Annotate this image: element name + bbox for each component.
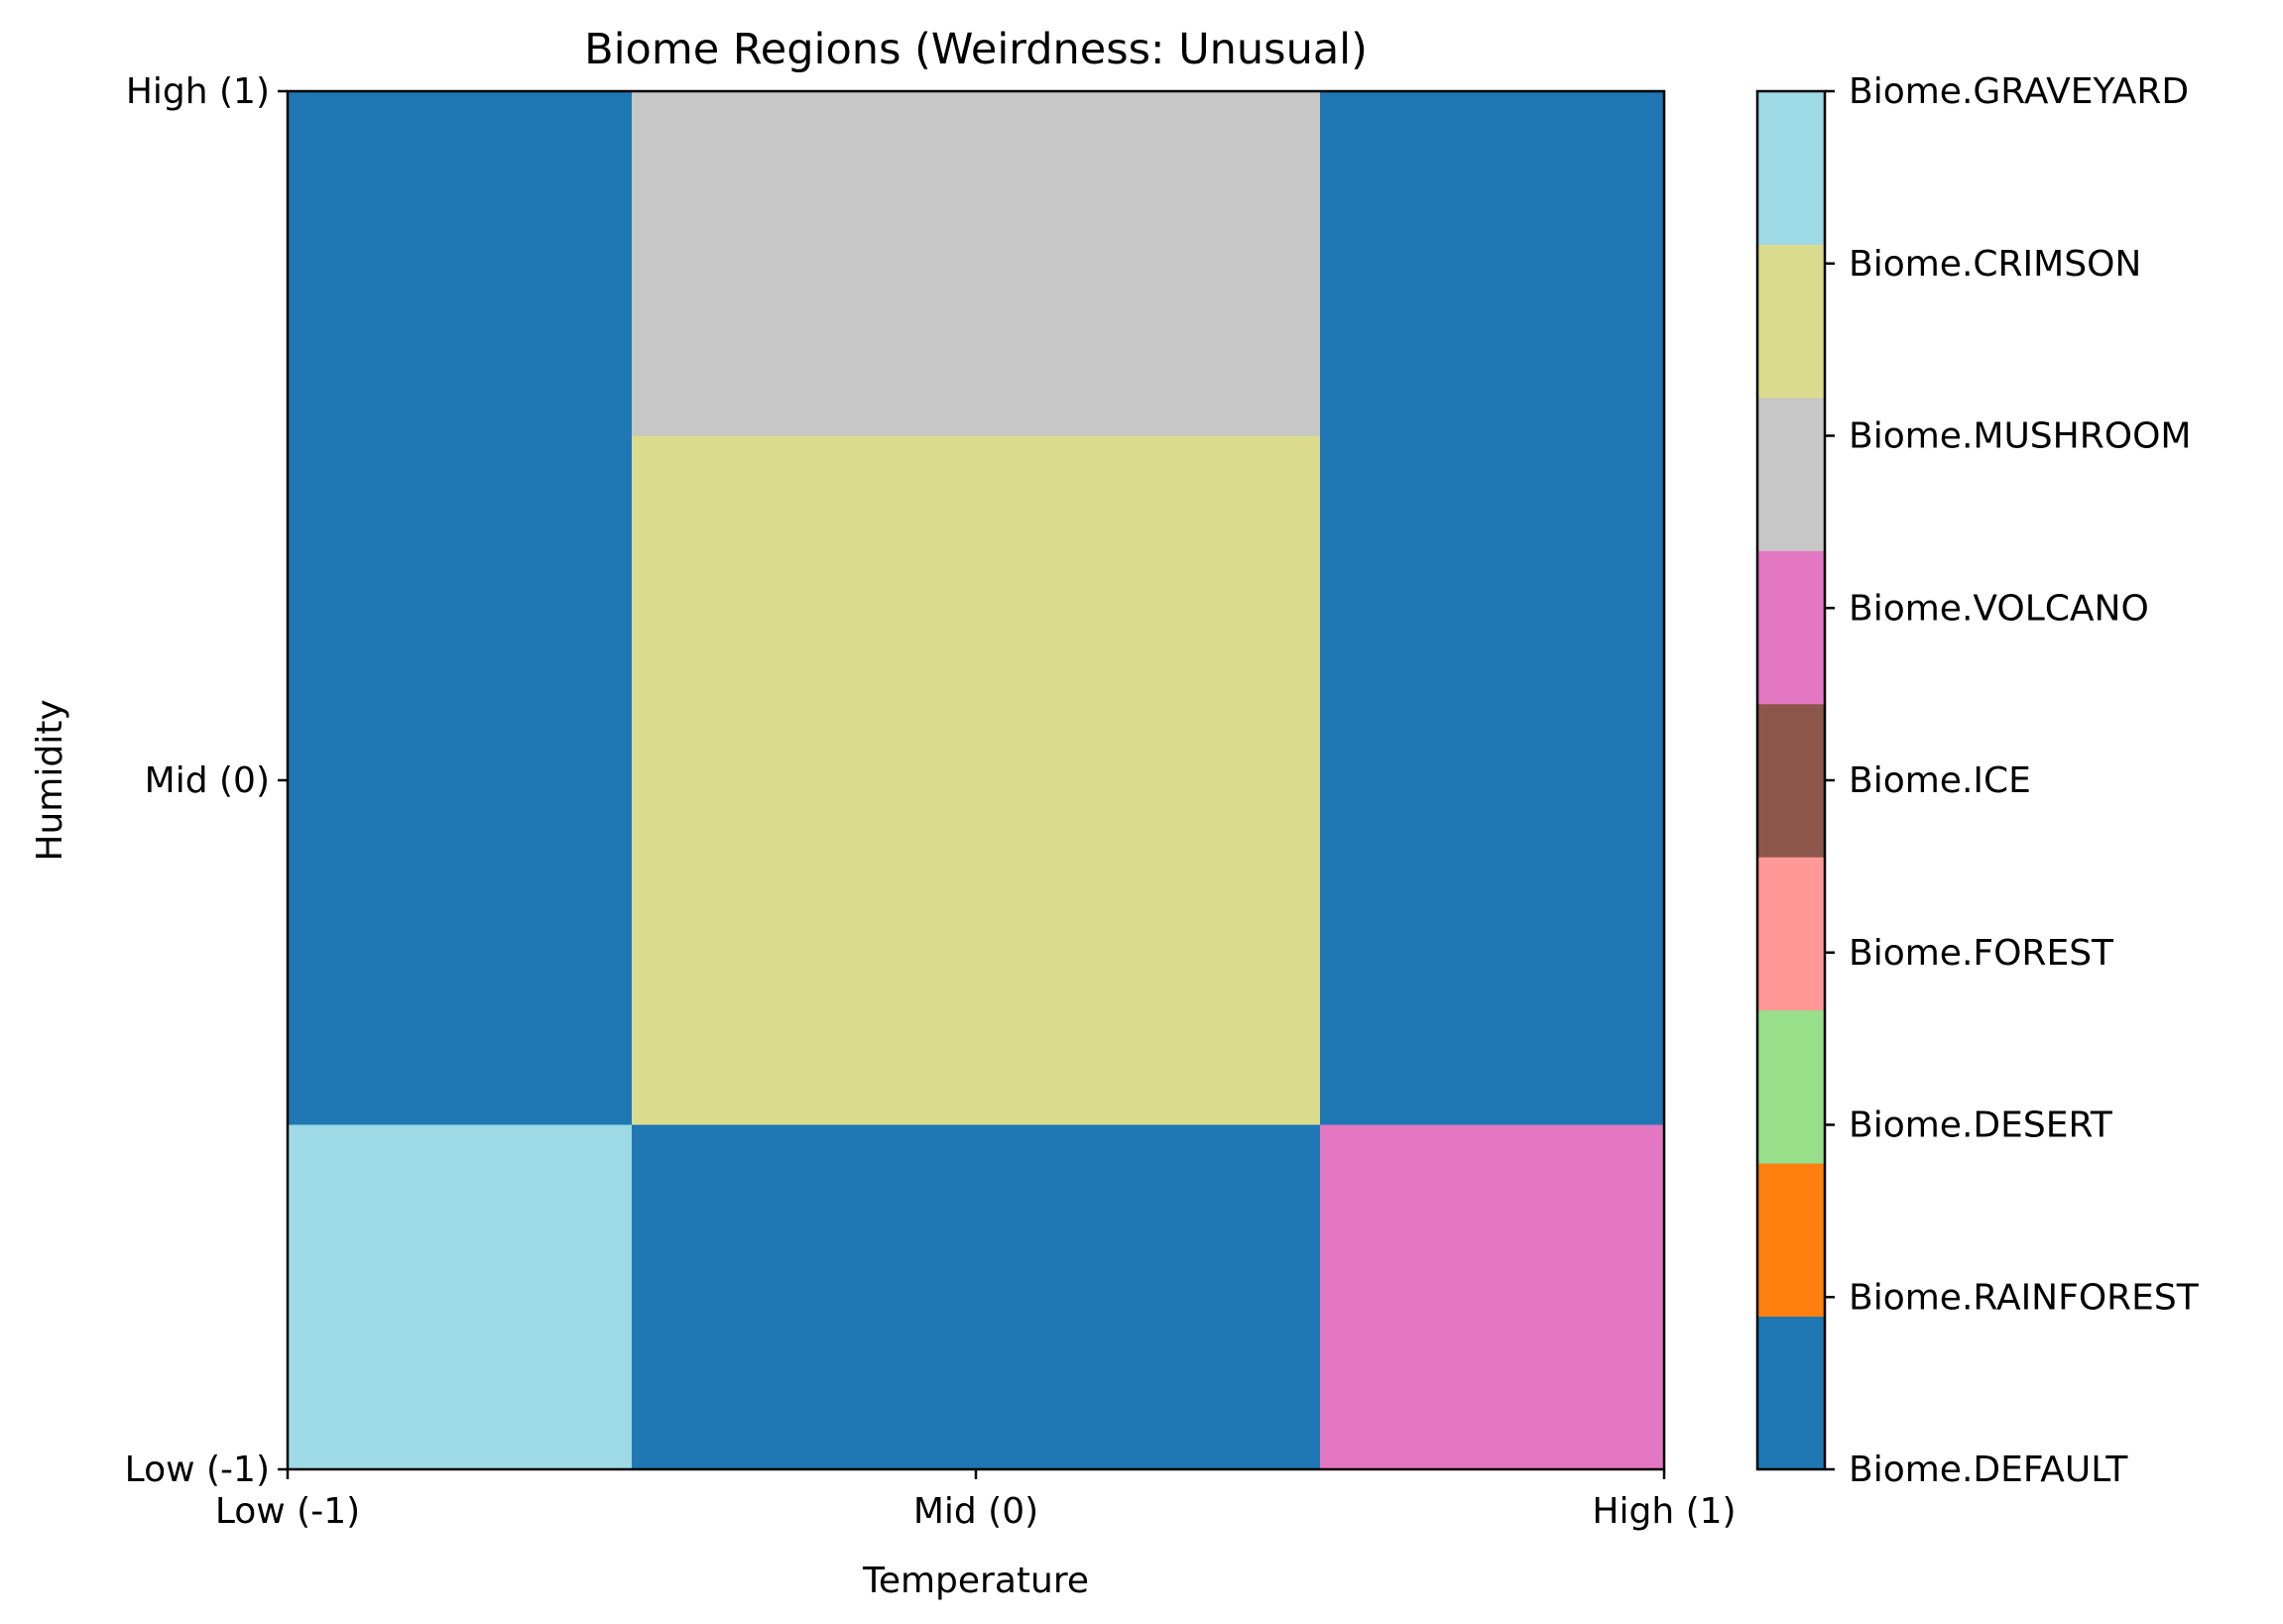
colorbar-tick-label: Biome.GRAVEYARD <box>1849 71 2189 112</box>
colorbar-tick-label: Biome.RAINFOREST <box>1849 1277 2200 1318</box>
heatmap-cell <box>288 91 632 436</box>
colorbar-swatch <box>1757 703 1825 858</box>
heatmap-cell <box>1320 91 1664 436</box>
x-tick-label: Low (-1) <box>215 1491 360 1532</box>
colorbar-tick-label: Biome.FOREST <box>1849 933 2114 974</box>
colorbar-tick-label: Biome.CRIMSON <box>1849 244 2141 285</box>
colorbar-swatch <box>1757 91 1825 245</box>
heatmap-cell <box>288 1124 632 1469</box>
heatmap-cell <box>1320 435 1664 1125</box>
colorbar-tick-label: Biome.DEFAULT <box>1849 1450 2128 1490</box>
colorbar-tick-label: Biome.VOLCANO <box>1849 588 2149 629</box>
colorbar-swatch <box>1757 1009 1825 1164</box>
x-axis-label: Temperature <box>862 1561 1089 1601</box>
y-axis-label: Humidity <box>30 699 70 861</box>
colorbar-swatch <box>1757 397 1825 551</box>
colorbar-swatch <box>1757 1316 1825 1470</box>
colorbar-swatch <box>1757 550 1825 705</box>
colorbar-swatch <box>1757 1163 1825 1318</box>
colorbar-tick-label: Biome.MUSHROOM <box>1849 416 2191 457</box>
x-tick-label: Mid (0) <box>913 1491 1038 1532</box>
y-axis-ticks: Low (-1) Mid (0) High (1) <box>125 71 288 1490</box>
colorbar: Biome.DEFAULT Biome.RAINFOREST Biome.DESER… <box>1755 71 2200 1490</box>
heatmap-cell <box>288 435 632 1125</box>
heatmap-cell <box>1320 1124 1664 1469</box>
x-tick-label: High (1) <box>1592 1491 1736 1532</box>
colorbar-swatch <box>1757 857 1825 1011</box>
colorbar-tick-label: Biome.ICE <box>1849 760 2031 801</box>
y-tick-label: High (1) <box>126 71 270 112</box>
chart-title: Biome Regions (Weirdness: Unusual) <box>584 25 1368 74</box>
heatmap-cells <box>288 91 1664 1469</box>
heatmap-cell <box>632 91 1320 436</box>
y-tick-label: Low (-1) <box>125 1450 270 1490</box>
colorbar-tick-label: Biome.DESERT <box>1849 1105 2113 1146</box>
x-axis-ticks: Low (-1) Mid (0) High (1) <box>215 1469 1737 1532</box>
heatmap-cell <box>632 1124 1320 1469</box>
colorbar-swatch <box>1757 244 1825 399</box>
heatmap-cell <box>632 435 1320 1125</box>
y-tick-label: Mid (0) <box>145 760 270 801</box>
